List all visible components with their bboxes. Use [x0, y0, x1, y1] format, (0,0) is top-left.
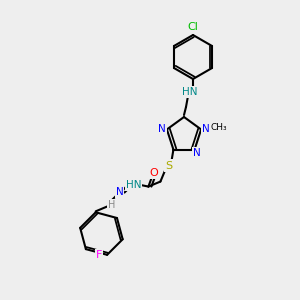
Text: F: F [96, 250, 102, 260]
Text: N: N [202, 124, 210, 134]
Text: O: O [149, 168, 158, 178]
Text: H: H [108, 200, 115, 210]
Text: Cl: Cl [188, 22, 198, 32]
Text: S: S [165, 160, 172, 171]
Text: HN: HN [182, 87, 198, 97]
Text: N: N [116, 187, 123, 196]
Text: N: N [193, 148, 200, 158]
Text: N: N [158, 124, 166, 134]
Text: HN: HN [126, 180, 141, 190]
Text: CH₃: CH₃ [211, 123, 227, 132]
